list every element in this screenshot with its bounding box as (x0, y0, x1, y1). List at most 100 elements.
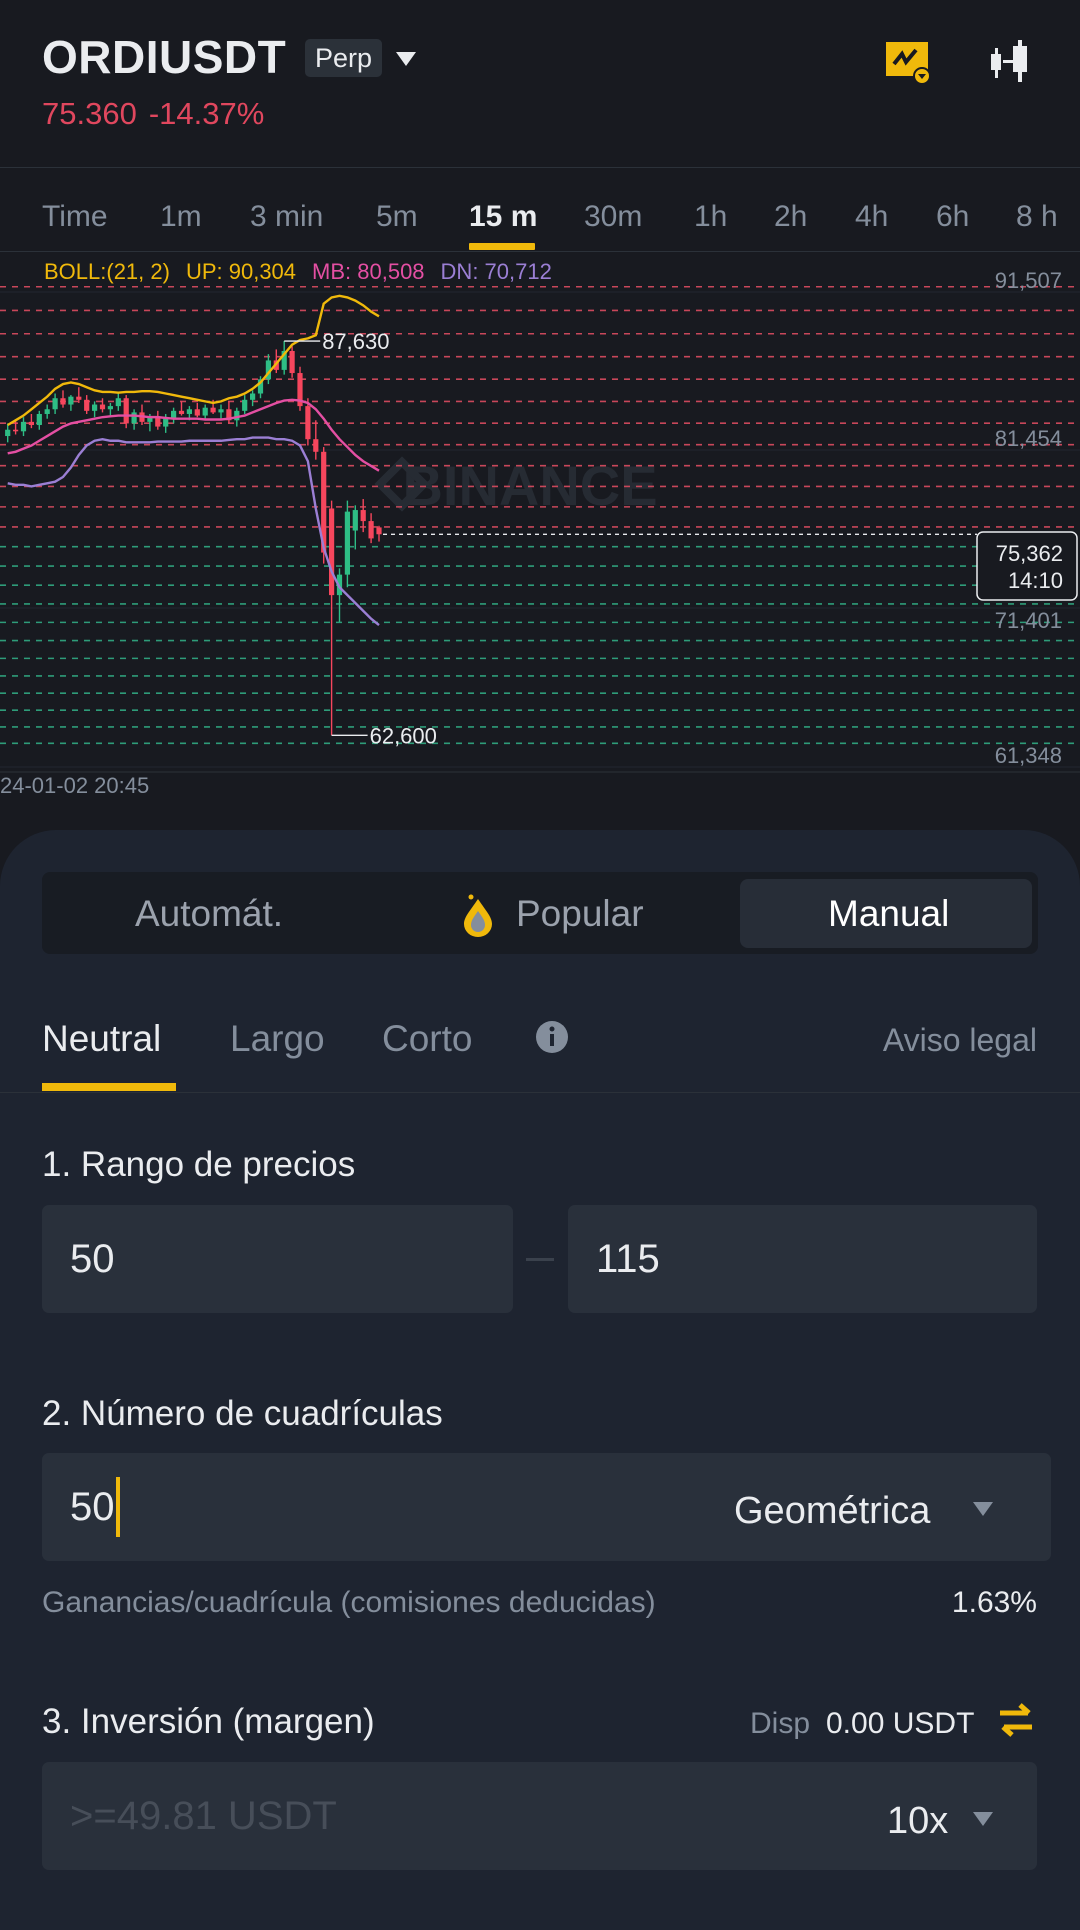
grid-count-input[interactable]: 50 (42, 1453, 1051, 1561)
candle (123, 395, 129, 429)
candle-body (178, 410, 185, 414)
candle-body (28, 421, 34, 426)
candle-body (329, 508, 335, 596)
candle-body (99, 404, 106, 410)
investment-label: 3. Inversión (margen) (42, 1702, 375, 1741)
price-chart[interactable]: BINANCE87,63062,60091,50781,45471,40161,… (0, 252, 1080, 812)
candle-body (155, 417, 161, 427)
mode-manual[interactable]: Manual (828, 893, 950, 934)
candle-body (44, 409, 50, 414)
boll-indicator-legend: BOLL:(21, 2) UP: 90,304 MB: 80,508 DN: 70,7… (44, 259, 568, 285)
legal-notice-link[interactable]: Aviso legal (882, 1022, 1037, 1058)
profit-per-grid-value: 1.63% (951, 1586, 1037, 1619)
mode-auto[interactable]: Automát. (135, 893, 284, 934)
grid-mode-select[interactable]: Geométrica (734, 1490, 931, 1532)
high-price-label: 87,630 (322, 329, 389, 354)
candle-body (131, 412, 137, 424)
candle-body (265, 360, 271, 380)
timeframe-tab[interactable]: 1m (160, 200, 202, 233)
grid-mode-dropdown-icon[interactable] (973, 1502, 993, 1516)
candle (218, 404, 224, 419)
candle-body (171, 410, 177, 419)
candle (226, 401, 232, 424)
timeframe-tab[interactable]: 4h (855, 200, 889, 233)
candle-body (289, 350, 295, 374)
grid-bot-icon[interactable] (884, 40, 932, 86)
candle (329, 500, 335, 736)
candle (171, 407, 177, 424)
candle-body (52, 398, 58, 410)
candle-body (321, 451, 327, 553)
info-icon[interactable] (535, 1020, 569, 1054)
candle-body (250, 393, 256, 400)
divider (0, 251, 1080, 252)
leverage-select[interactable]: 10x (887, 1800, 949, 1842)
boll-up: UP: 90,304 (185, 259, 297, 284)
candle (313, 420, 319, 460)
mode-manual-selected-bg (740, 879, 1032, 948)
candle (281, 341, 287, 375)
candle-body (305, 406, 311, 440)
candle-body (76, 396, 82, 400)
candle (194, 402, 200, 418)
candle-body (13, 429, 19, 432)
candle-body (194, 409, 200, 416)
boll-dn: DN: 70,712 (440, 259, 552, 284)
candle (155, 410, 161, 430)
candle (115, 393, 121, 411)
candle (107, 402, 113, 416)
tab-largo[interactable]: Largo (230, 1018, 325, 1059)
timeframe-tab[interactable]: 30m (584, 200, 643, 233)
timeframe-tab[interactable]: 8 h (1016, 200, 1058, 233)
timeframe-tab[interactable]: 3 min (250, 200, 324, 233)
boll-mb-line (7, 398, 380, 472)
timeframe-tab[interactable]: 1h (694, 200, 728, 233)
candle (344, 500, 350, 588)
candle-body (257, 379, 264, 394)
candle-body (376, 527, 382, 535)
grid-count-value: 50 (70, 1484, 115, 1529)
timeframe-tab[interactable]: 2h (774, 200, 808, 233)
candle (352, 505, 358, 550)
candle-body (68, 396, 74, 405)
candle (178, 401, 185, 416)
candle-body (202, 407, 208, 416)
candle (60, 390, 66, 408)
range-separator (526, 1258, 554, 1261)
timeframe-tabs: Time 1m 3 min 5m 15 m 30m 1h 2h 4h 6h 8 h (0, 200, 1080, 248)
transfer-icon[interactable] (996, 1700, 1036, 1740)
y-axis-label: 91,507 (995, 268, 1062, 293)
timeframe-tab[interactable]: 15 m (469, 200, 538, 233)
symbol-dropdown-icon[interactable] (396, 52, 416, 66)
candle (305, 398, 311, 446)
percent-change: -14.37% (148, 96, 265, 131)
candle (44, 404, 50, 419)
tab-corto[interactable]: Corto (382, 1018, 473, 1059)
leverage-dropdown-icon[interactable] (973, 1812, 993, 1826)
text-cursor (115, 1477, 120, 1537)
timeframe-tab[interactable]: Time (42, 200, 108, 233)
timeframe-tab[interactable]: 5m (376, 200, 418, 233)
tab-neutral[interactable]: Neutral (42, 1018, 162, 1059)
candle (297, 366, 303, 411)
date-label: 24-01-02 20:45 (0, 773, 149, 798)
candle-body (147, 417, 153, 422)
mode-popular[interactable]: Popular (516, 893, 644, 934)
candle-body (92, 404, 98, 411)
candle-body (242, 399, 248, 411)
investment-input[interactable]: >=49.81 USDT (42, 1762, 1037, 1870)
current-price-box (976, 531, 1078, 601)
upper-price-input[interactable]: 115 (568, 1205, 1037, 1313)
timeframe-tab[interactable]: 6h (936, 200, 970, 233)
lower-price-input[interactable]: 50 (42, 1205, 513, 1313)
symbol-title[interactable]: ORDIUSDT (42, 31, 287, 83)
perp-badge: Perp (305, 39, 383, 77)
low-price-label: 62,600 (370, 723, 437, 748)
candle (36, 410, 42, 430)
candle-body (352, 510, 358, 531)
candle (28, 413, 34, 429)
candle-body (344, 511, 350, 575)
candle-body (123, 398, 129, 424)
candlestick-chart-icon[interactable] (985, 38, 1037, 84)
boll-up-line (7, 294, 380, 427)
